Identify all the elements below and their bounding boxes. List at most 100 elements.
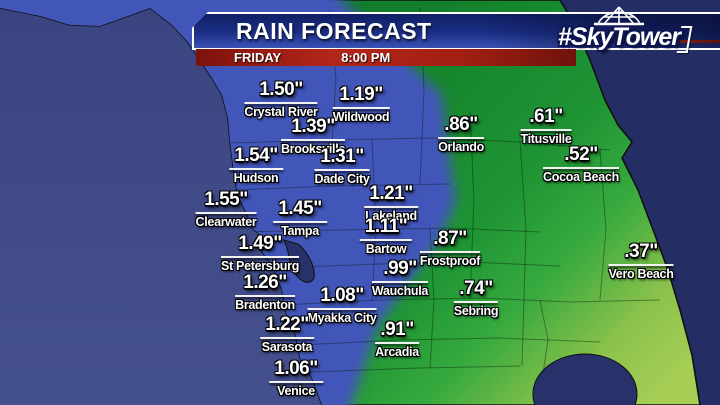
rain-amount: 1.26": [243, 272, 287, 293]
city-name: Sarasota: [261, 340, 313, 354]
station-label: 1.06" Venice: [269, 359, 323, 399]
city-name: Wauchula: [371, 284, 429, 298]
label-underline: [269, 381, 323, 383]
station-label: 1.19" Wildwood: [332, 84, 390, 125]
city-name: Bartow: [365, 242, 407, 256]
rain-amount: 1.19": [339, 84, 383, 105]
label-underline: [273, 221, 327, 223]
city-name: Vero Beach: [608, 267, 674, 281]
station-label: .99" Wauchula: [371, 258, 429, 299]
radar-dome-icon: [593, 6, 644, 26]
page-title: RAIN FORECAST: [236, 17, 432, 44]
station-label: 1.39" Brooksville: [280, 117, 346, 157]
rain-amount: 1.55": [204, 189, 248, 210]
rain-amount: .99": [383, 258, 417, 279]
lake-okeechobee-water: [532, 353, 638, 405]
atlantic-ocean-water: [560, 0, 720, 405]
label-underline: [520, 129, 572, 131]
label-underline: [371, 281, 429, 283]
label-underline: [235, 295, 295, 297]
label-underline: [229, 168, 283, 170]
station-label: 1.54" Hudson: [229, 146, 283, 186]
city-name: Lakeland: [365, 209, 417, 223]
station-label: 1.08" Myakka City: [307, 285, 377, 326]
label-underline: [280, 139, 346, 141]
city-name: Hudson: [233, 171, 279, 185]
label-underline: [220, 256, 300, 258]
station-label: 1.31" Dade City: [314, 146, 370, 187]
forecast-day: FRIDAY: [234, 50, 282, 65]
rain-amount: 1.45": [278, 198, 322, 219]
brand-wordmark: #SkyTower: [558, 23, 693, 53]
label-underline: [543, 167, 619, 169]
station-label: 1.50" Crystal River: [244, 79, 318, 120]
label-underline: [453, 301, 499, 303]
station-label: .52" Cocoa Beach: [543, 145, 619, 185]
city-name: Venice: [277, 384, 315, 398]
rain-amount: .52": [564, 144, 598, 165]
station-label: 1.21" Lakeland: [364, 184, 418, 224]
rain-amount: 1.31": [320, 146, 364, 167]
station-label: 1.55" Clearwater: [195, 189, 257, 230]
city-name: Wildwood: [332, 110, 390, 124]
city-name: Clearwater: [195, 215, 257, 229]
city-name: Sebring: [453, 304, 499, 318]
label-underline: [195, 212, 257, 214]
label-underline: [419, 251, 481, 253]
city-name: Orlando: [438, 140, 484, 154]
banner-red-accent-line: [648, 40, 720, 43]
city-name: St Petersburg: [220, 259, 300, 273]
label-underline: [438, 137, 484, 139]
rain-amount: 1.21": [369, 183, 413, 204]
rain-amount: .74": [459, 278, 493, 299]
label-underline: [314, 169, 370, 171]
station-label: .37" Vero Beach: [608, 241, 674, 282]
city-name: Tampa: [281, 224, 319, 238]
rain-amount: .37": [624, 241, 658, 262]
rain-amount: .86": [444, 114, 478, 135]
header-banner: RAIN FORECAST: [192, 12, 720, 50]
label-underline: [608, 264, 674, 266]
label-underline: [364, 206, 418, 208]
rain-amount: 1.22": [265, 314, 309, 335]
city-name: Arcadia: [375, 345, 419, 359]
city-name: Dade City: [314, 172, 370, 186]
rain-amount: .91": [380, 319, 414, 340]
city-name: Bradenton: [235, 298, 295, 312]
rain-amount: 1.08": [320, 285, 364, 306]
rain-amount: 1.11": [364, 216, 408, 237]
city-name: Myakka City: [307, 311, 377, 325]
city-name: Brooksville: [280, 142, 346, 156]
skytower-logo: #SkyTower: [558, 4, 693, 53]
station-label: 1.49" St Petersburg: [220, 233, 300, 274]
rain-amount: .87": [433, 228, 467, 249]
city-name: Cocoa Beach: [543, 170, 619, 184]
label-underline: [307, 308, 377, 310]
station-label: .74" Sebring: [453, 278, 499, 319]
rain-amount: 1.54": [234, 145, 278, 166]
label-underline: [260, 337, 314, 339]
forecast-time: 8:00 PM: [341, 50, 391, 65]
city-name: Frostproof: [419, 254, 481, 268]
station-label: .87" Frostproof: [419, 228, 481, 269]
station-label: .86" Orlando: [438, 115, 484, 155]
station-label: 1.11" Bartow: [359, 216, 413, 257]
date-time-bar: FRIDAY 8:00 PM: [196, 49, 576, 66]
label-underline: [375, 342, 419, 344]
station-label: .91" Arcadia: [375, 320, 419, 360]
label-underline: [244, 102, 318, 104]
label-underline: [332, 107, 390, 109]
station-label: 1.22" Sarasota: [260, 315, 314, 355]
rain-amount: .61": [529, 106, 563, 127]
label-underline: [359, 239, 413, 241]
rain-amount: 1.49": [238, 233, 282, 254]
station-label: 1.26" Bradenton: [235, 273, 295, 313]
city-name: Titusville: [520, 132, 572, 146]
county-borders: [229, 7, 661, 405]
rain-amount: 1.06": [274, 358, 318, 379]
city-name: Crystal River: [244, 105, 318, 119]
rain-amount: 1.50": [259, 79, 303, 100]
